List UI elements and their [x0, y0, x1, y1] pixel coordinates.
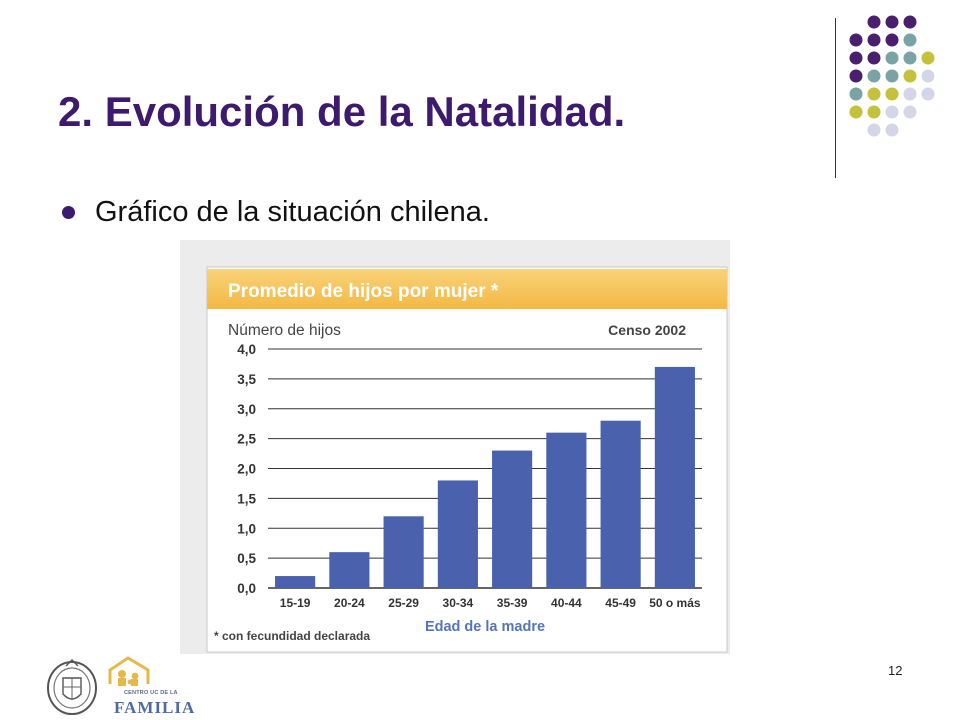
decorative-dot: [867, 51, 881, 65]
decorative-dot: [921, 51, 935, 65]
decorative-dot-grid: [849, 15, 935, 137]
y-tick-label: 0,0: [237, 581, 256, 596]
y-tick-label: 4,0: [237, 342, 256, 357]
familia-logo-name: FAMILIA: [114, 698, 196, 717]
decorative-dot: [885, 105, 899, 119]
decorative-dot: [903, 69, 917, 83]
bar: [600, 420, 641, 588]
x-tick-label: 25-29: [388, 596, 419, 610]
x-axis-label: Edad de la madre: [425, 619, 545, 635]
decorative-dot: [921, 69, 935, 83]
familia-logo-subtitle: CENTRO UC DE LA: [124, 690, 178, 696]
y-tick-label: 2,5: [237, 432, 256, 447]
decorative-dot: [867, 105, 881, 119]
university-seal-logo: [47, 659, 97, 715]
decorative-dot: [903, 105, 917, 119]
bullet-item: Gráfico de la situación chilena.: [62, 196, 490, 229]
bar: [546, 432, 587, 588]
chart-footnote: * con fecundidad declarada: [214, 629, 370, 643]
decorative-dot: [903, 15, 917, 29]
familia-logo-mark: [108, 656, 150, 686]
y-tick-label: 1,0: [237, 521, 256, 536]
decorative-dot: [903, 87, 917, 101]
decorative-dot: [921, 87, 935, 101]
decorative-dot: [885, 87, 899, 101]
decorative-dot: [867, 69, 881, 83]
chart-title: Promedio de hijos por mujer *: [228, 281, 499, 302]
decorative-divider: [835, 18, 836, 178]
decorative-dot: [849, 105, 863, 119]
y-tick-label: 1,5: [237, 491, 256, 506]
x-tick-label: 40-44: [551, 596, 582, 610]
y-tick-label: 3,5: [237, 372, 256, 387]
y-tick-label: 2,0: [237, 462, 256, 477]
bullet-dot: [62, 206, 75, 219]
x-tick-label: 35-39: [497, 596, 528, 610]
decorative-dot: [849, 87, 863, 101]
decorative-dot: [885, 69, 899, 83]
bar: [437, 480, 478, 588]
decorative-dot: [903, 33, 917, 47]
bar: [329, 552, 370, 588]
decorative-dot: [867, 123, 881, 137]
chart-title-band: [207, 269, 727, 309]
y-tick-label: 0,5: [237, 551, 256, 566]
decorative-dot: [849, 51, 863, 65]
x-tick-label: 30-34: [443, 596, 474, 610]
decorative-dot: [867, 15, 881, 29]
x-tick-labels: 15-19 20-24 25-29 30-34 35-39 40-44 45-49 50 o …: [280, 596, 701, 610]
x-tick-label: 45-49: [605, 596, 636, 610]
census-label: Censo 2002: [608, 322, 686, 338]
bar: [492, 450, 533, 588]
page-number: 12: [888, 663, 903, 678]
decorative-dot: [885, 33, 899, 47]
bars: [275, 366, 695, 588]
decorative-dot: [885, 15, 899, 29]
bar: [654, 366, 695, 588]
decorative-dot: [867, 33, 881, 47]
decorative-dot: [885, 123, 899, 137]
bar: [275, 576, 316, 588]
decorative-dot: [885, 51, 899, 65]
decorative-dot: [867, 87, 881, 101]
x-tick-label: 15-19: [280, 596, 311, 610]
y-tick-labels: 0,0 0,5 1,0 1,5 2,0 2,5 3,0 3,5 4,0: [237, 342, 256, 596]
bar-chart: Promedio de hijos por mujer * Número de …: [180, 240, 730, 654]
decorative-dot: [849, 33, 863, 47]
bullet-text: Gráfico de la situación chilena.: [95, 196, 490, 228]
y-tick-label: 3,0: [237, 402, 256, 417]
y-axis-label: Número de hijos: [228, 322, 341, 339]
decorative-dot: [903, 51, 917, 65]
decorative-dot: [849, 69, 863, 83]
x-tick-label: 50 o más: [649, 596, 701, 610]
bar: [383, 516, 424, 588]
slide-title: 2. Evolución de la Natalidad.: [58, 88, 626, 135]
x-tick-label: 20-24: [334, 596, 365, 610]
